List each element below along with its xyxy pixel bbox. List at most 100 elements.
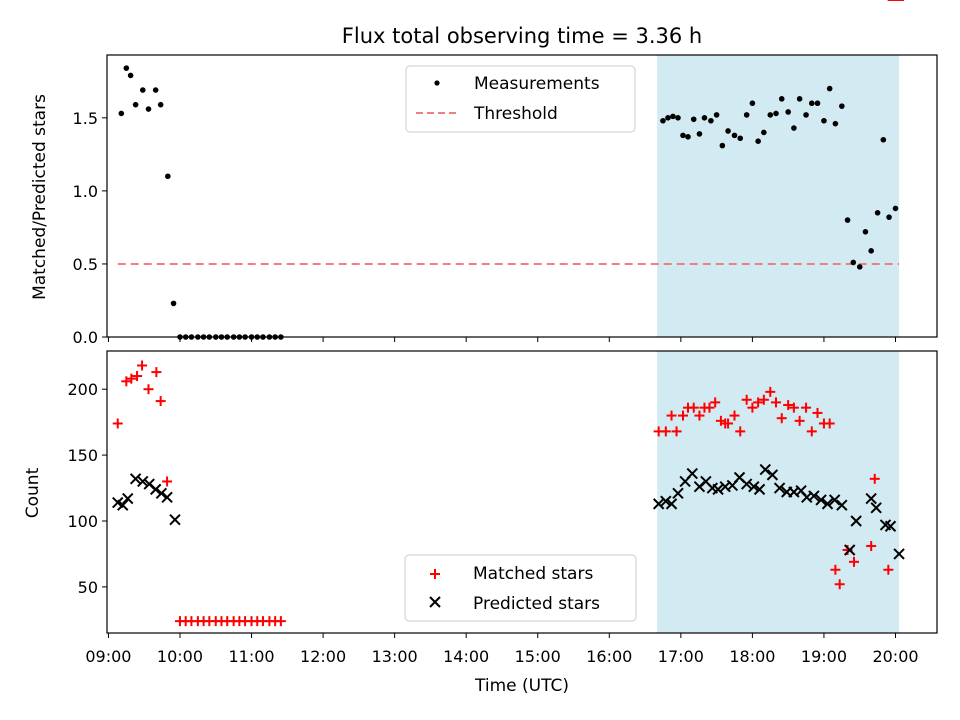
y-tick-label: 1.0 (73, 182, 98, 201)
x-tick-label: 17:00 (658, 647, 704, 666)
measurement-point (690, 116, 697, 123)
x-tick-label: 12:00 (300, 647, 346, 666)
measurement-point (132, 101, 139, 108)
matched-star-point (704, 402, 715, 413)
measurement-point (755, 138, 761, 145)
predicted-star-point (766, 469, 779, 481)
predicted-star-point (122, 492, 134, 505)
measurement-point (767, 112, 774, 118)
matched-star-point (112, 418, 123, 429)
matched-star-point (143, 384, 154, 395)
measurement-point (660, 117, 666, 124)
matched-star-point (677, 410, 688, 421)
predicted-star-point (712, 483, 724, 496)
predicted-star-point (753, 483, 766, 496)
measurement-point (731, 132, 738, 139)
matched-star-point (162, 476, 173, 487)
measurement-point (713, 112, 720, 118)
predicted-star-point (815, 494, 827, 506)
x-tick-label: 14:00 (443, 647, 489, 666)
predicted-star-point (773, 482, 786, 494)
x-tick-label: 16:00 (586, 647, 632, 666)
observing-span-0 (657, 55, 900, 337)
legend-predicted-marker (429, 596, 441, 608)
matched-star-point (812, 407, 823, 418)
top-panel: 0.0 0.5 1.0 1.5 (73, 54, 938, 347)
measurement-point (814, 100, 821, 107)
matched-star-point (849, 556, 859, 567)
measurement-point (152, 87, 159, 93)
predicted-star-point (660, 495, 672, 507)
matched-star-point (806, 426, 817, 437)
matched-star-point (132, 371, 143, 382)
x-axis: 09:00 10:00 11:00 12:00 13:00 14:00 15:00 16:00… (85, 647, 918, 666)
measurement-point (773, 110, 779, 117)
measurement-point (708, 117, 714, 124)
measurement-point (701, 115, 708, 121)
measurement-point (725, 128, 731, 134)
measurement-point (826, 85, 833, 92)
matched-star-point (151, 367, 162, 378)
predicted-star-point (759, 463, 771, 476)
matched-star-point (830, 564, 841, 575)
matched-star-point (694, 410, 705, 421)
y-tick-label: 150 (67, 446, 98, 465)
measurement-point (761, 129, 767, 136)
matched-star-point (758, 394, 769, 405)
measurement-point (139, 87, 146, 93)
y-tick-label: 100 (67, 512, 98, 531)
measurement-point (856, 264, 863, 270)
measurement-point (743, 112, 750, 118)
measurement-point (808, 100, 815, 107)
measurement-point (821, 117, 827, 124)
measurement-point (145, 106, 152, 112)
legend-measurements-marker (434, 80, 440, 86)
panel-frame-1 (106, 350, 938, 634)
y-tick-label: 0.0 (73, 328, 98, 347)
measurement-point (127, 72, 134, 79)
measurement-point (170, 300, 177, 307)
y-tick-label: 0.5 (73, 255, 98, 274)
predicted-star-point (893, 548, 905, 560)
matched-star-point (869, 473, 880, 484)
measurement-point (880, 136, 887, 143)
measurement-point (749, 100, 756, 107)
measurement-point (737, 135, 744, 142)
x-tick-label: 10:00 (157, 647, 203, 666)
matched-star-point (747, 402, 758, 413)
matched-star-point (776, 413, 787, 424)
matched-star-point (783, 400, 794, 411)
measurement-point (680, 132, 686, 139)
chart-title: Flux total observing time = 3.36 h (342, 24, 702, 48)
predicted-star-point (149, 483, 162, 496)
matched-star-point (137, 360, 148, 371)
matched-star-point (753, 397, 764, 408)
measurement-point (850, 259, 857, 266)
y-tick-label: 1.5 (73, 109, 98, 128)
measurement-point (832, 120, 839, 127)
legend-matched-label: Matched stars (473, 564, 593, 584)
x-tick-label: 09:00 (85, 647, 131, 666)
matched-star-point (671, 426, 682, 437)
top-legend: Measurements Threshold (405, 65, 636, 133)
predicted-star-point (821, 498, 834, 510)
y-tick-label: 50 (78, 578, 98, 597)
predicted-star-point (652, 498, 665, 510)
measurement-point (675, 115, 681, 121)
legend-threshold-label: Threshold (473, 104, 558, 124)
x-tick-label: 13:00 (372, 647, 418, 666)
measurement-point (118, 110, 125, 117)
measurement-point (796, 96, 803, 102)
matched-star-point (801, 402, 812, 413)
predicted-star-point (117, 499, 129, 511)
matched-star-point (788, 402, 799, 413)
predicted-star-point (865, 492, 877, 505)
predicted-star-point (161, 491, 173, 503)
matched-star-point (688, 402, 699, 413)
measurement-point (165, 173, 171, 180)
measurement-point (844, 217, 851, 223)
predicted-star-point (884, 520, 897, 532)
measurement-point (791, 125, 797, 131)
y-tick-label: 200 (67, 380, 98, 399)
measurement-point (874, 210, 881, 216)
